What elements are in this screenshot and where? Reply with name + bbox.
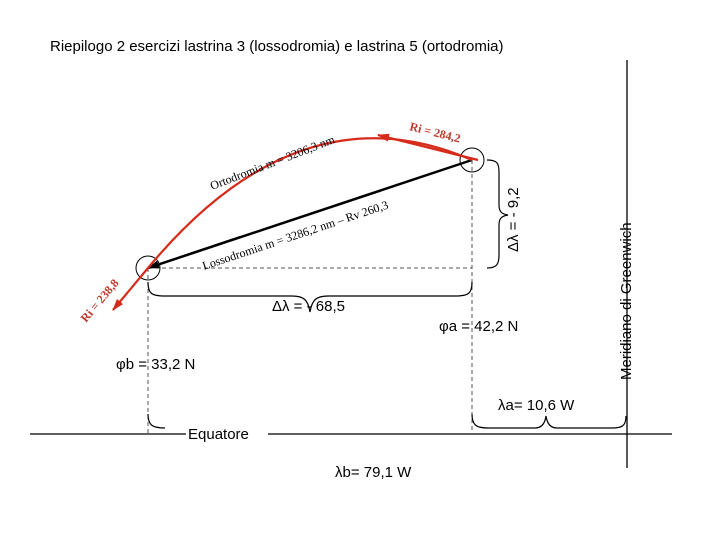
ri-a-arrow <box>377 133 479 162</box>
brace-delta-lambda-vertical <box>486 159 509 269</box>
point-b-circle <box>135 255 161 281</box>
brace-delta-lambda <box>147 281 473 313</box>
point-a-circle <box>459 147 485 173</box>
phi-a-label: φa = 42,2 N <box>439 318 518 335</box>
page-title: Riepilogo 2 esercizi lastrina 3 (lossodr… <box>50 38 504 55</box>
brace-phi-b <box>147 413 166 429</box>
orthodromia-label: Ortodromia m = 3206,3 nm <box>208 132 337 193</box>
loxodrome-arrow <box>147 235 241 270</box>
ri-b-label: Ri = 238,8 <box>78 276 122 325</box>
lossodromia-label: Lossodromia m = 3286,2 nm – Rv 260,3 <box>201 198 390 273</box>
phi-b-label: φb = 33,2 N <box>116 356 195 373</box>
lambda-b-label: λb= 79,1 W <box>335 464 412 481</box>
lambda-a-label: λa= 10,6 W <box>498 397 575 414</box>
delta-lambda-vertical-label: Δλ = - 9,2 <box>505 187 522 252</box>
equator-label: Equatore <box>188 426 249 443</box>
ri-b-arrow <box>112 267 149 311</box>
greenwich-meridian-label: Meridiano di Greenwich <box>618 222 635 380</box>
brace-lambda-a <box>471 413 627 429</box>
delta-lambda-label: Δλ = - 68,5 <box>272 298 345 315</box>
orthodrome-curve <box>147 137 473 269</box>
